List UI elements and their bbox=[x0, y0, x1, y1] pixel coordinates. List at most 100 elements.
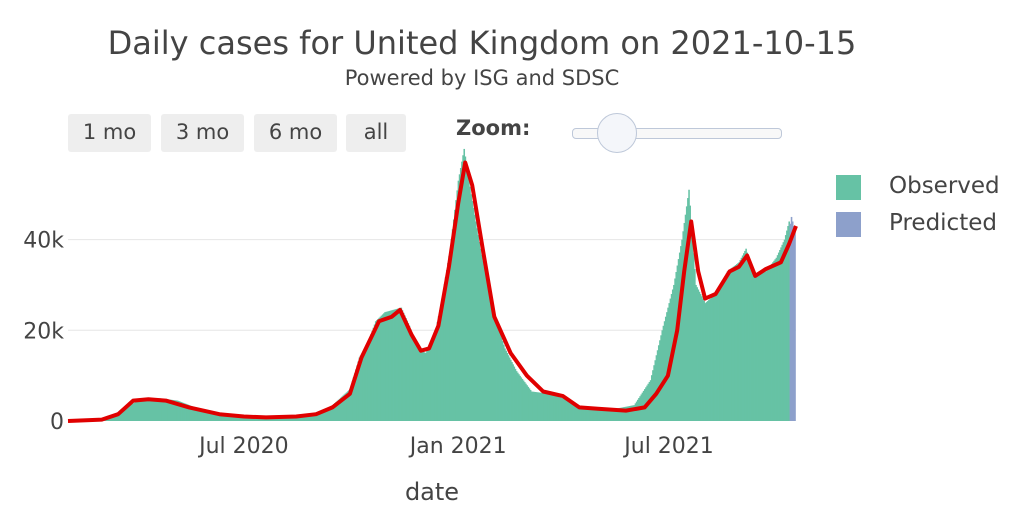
bar bbox=[380, 315, 383, 421]
bar bbox=[720, 282, 723, 421]
bar bbox=[321, 410, 323, 421]
bar bbox=[703, 300, 705, 421]
zoom-slider-handle[interactable] bbox=[597, 113, 637, 153]
bar bbox=[236, 415, 238, 421]
bar bbox=[339, 397, 342, 421]
legend-label-predicted: Predicted bbox=[889, 210, 997, 236]
bar bbox=[411, 332, 413, 421]
bar bbox=[537, 392, 540, 421]
bar bbox=[399, 307, 401, 421]
bar bbox=[351, 381, 354, 421]
range-button-1mo[interactable]: 1 mo bbox=[68, 114, 151, 152]
bar bbox=[563, 398, 566, 421]
chart-title: Daily cases for United Kingdom on 2021-1… bbox=[107, 24, 857, 62]
bar bbox=[147, 398, 150, 421]
bar bbox=[371, 330, 373, 421]
bar bbox=[288, 416, 291, 421]
bar bbox=[322, 410, 325, 421]
bar bbox=[153, 398, 156, 421]
bar bbox=[415, 345, 418, 421]
legend-swatch-predicted bbox=[836, 212, 861, 237]
bar bbox=[440, 304, 442, 421]
gridlines bbox=[68, 239, 796, 331]
bar bbox=[240, 416, 243, 421]
bar bbox=[406, 320, 408, 421]
bar bbox=[140, 398, 143, 421]
bar bbox=[144, 398, 146, 421]
y-tick-label: 40k bbox=[23, 229, 64, 254]
bar bbox=[558, 397, 561, 421]
bar bbox=[639, 396, 641, 421]
bar bbox=[571, 403, 574, 421]
bar bbox=[402, 312, 405, 421]
bar bbox=[570, 402, 573, 421]
bar bbox=[671, 289, 674, 421]
bar bbox=[275, 417, 278, 421]
bar bbox=[111, 417, 114, 421]
bar bbox=[593, 408, 596, 421]
bar bbox=[430, 343, 433, 421]
bar bbox=[734, 265, 737, 421]
bar bbox=[557, 396, 560, 421]
bar bbox=[663, 321, 666, 421]
bar bbox=[763, 271, 766, 421]
bar bbox=[122, 411, 124, 421]
bar bbox=[497, 326, 499, 421]
bar bbox=[166, 399, 168, 421]
bar bbox=[413, 338, 415, 421]
bar bbox=[326, 408, 328, 421]
bar bbox=[383, 313, 385, 421]
bar bbox=[675, 272, 678, 421]
bar bbox=[743, 253, 745, 421]
bar bbox=[224, 413, 227, 421]
bar bbox=[524, 382, 526, 421]
range-button-6mo[interactable]: 6 mo bbox=[254, 114, 337, 152]
bar bbox=[471, 201, 474, 421]
legend-label-observed: Observed bbox=[889, 173, 1000, 199]
x-axis-label: date bbox=[405, 478, 459, 506]
bar bbox=[585, 408, 588, 421]
bar bbox=[181, 402, 184, 421]
bar bbox=[425, 352, 427, 421]
bar bbox=[233, 415, 236, 421]
bar bbox=[581, 407, 583, 421]
range-button-all[interactable]: all bbox=[346, 114, 406, 152]
bar bbox=[183, 403, 186, 421]
bar bbox=[667, 307, 669, 421]
bar bbox=[404, 315, 406, 421]
bar bbox=[489, 295, 491, 421]
bar bbox=[207, 410, 209, 421]
bar bbox=[338, 398, 341, 421]
bar bbox=[428, 347, 431, 421]
bar bbox=[599, 409, 602, 421]
bar bbox=[479, 248, 482, 421]
bar bbox=[155, 398, 158, 421]
bar bbox=[475, 221, 477, 421]
bar bbox=[285, 417, 287, 421]
bar bbox=[206, 409, 208, 421]
bar bbox=[176, 400, 179, 421]
bar bbox=[204, 409, 207, 421]
bar bbox=[214, 411, 216, 421]
range-button-3mo[interactable]: 3 mo bbox=[161, 114, 244, 152]
bar bbox=[492, 311, 495, 421]
bar bbox=[356, 365, 358, 421]
bar bbox=[159, 398, 162, 421]
bar bbox=[365, 345, 368, 421]
bar bbox=[258, 417, 261, 421]
bar bbox=[508, 357, 511, 421]
bar bbox=[387, 311, 390, 421]
bar bbox=[507, 355, 510, 421]
zoom-slider-track[interactable] bbox=[572, 128, 782, 139]
bar bbox=[637, 399, 639, 421]
bar bbox=[282, 417, 285, 421]
bar bbox=[630, 405, 632, 421]
bar bbox=[112, 416, 115, 421]
bar bbox=[350, 385, 353, 421]
bar bbox=[543, 393, 546, 421]
y-axis: 0 20k 40k bbox=[23, 229, 64, 435]
bar bbox=[94, 420, 96, 421]
bar bbox=[316, 413, 319, 421]
bar bbox=[455, 200, 457, 421]
bar bbox=[647, 383, 650, 421]
